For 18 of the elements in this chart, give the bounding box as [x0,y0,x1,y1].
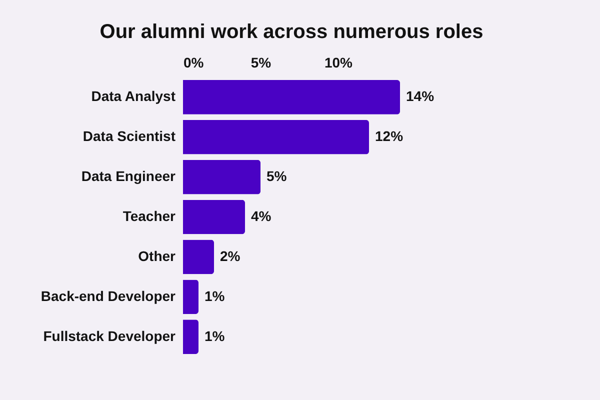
data-label: 5% [266,168,288,184]
y-tick-label: Data Engineer [81,168,176,184]
data-label: 1% [204,328,226,344]
y-tick-label: Fullstack Developer [43,328,176,344]
y-tick-label: Teacher [122,208,176,224]
chart-title: Our alumni work across numerous roles [100,21,484,43]
y-tick-label: Data Scientist [82,128,176,144]
data-label: 1% [204,288,226,304]
x-tick-label: 10% [324,54,354,70]
x-tick-label: 5% [250,54,272,70]
y-tick-label: Data Analyst [91,88,176,104]
data-label: 4% [251,208,272,224]
data-label: 12% [375,128,404,144]
data-label: 14% [406,88,435,104]
x-tick-label: 0% [184,54,204,70]
y-tick-label: Back-end Developer [40,288,176,304]
y-tick-label: Other [138,248,176,264]
data-label: 2% [220,248,241,264]
